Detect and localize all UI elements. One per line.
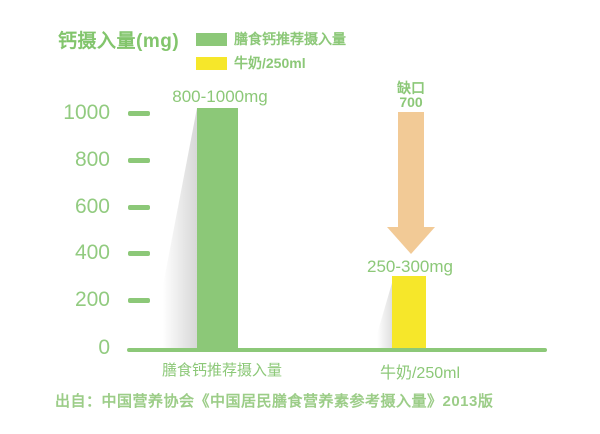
y-tick-0: 0: [98, 336, 110, 359]
chart-title: 钙摄入量(mg): [58, 31, 180, 52]
y-tick-800: 800: [74, 148, 110, 171]
green-bar-shadow: [151, 108, 197, 348]
gap-arrow-head-down-icon: [387, 227, 435, 254]
legend-item-dietary: 膳食钙推荐摄入量: [196, 29, 416, 49]
gap-annotation-value: 700: [399, 94, 423, 110]
legend-item-milk: 牛奶/250ml: [196, 53, 416, 73]
yellow-bar-shadow: [373, 283, 392, 348]
gap-arrow-shaft: [398, 112, 424, 228]
y-tick-600: 600: [74, 195, 110, 218]
tick-mark-200: [128, 298, 150, 303]
source-note: 出自：中国营养协会《中国居民膳食营养素参考摄入量》2013版: [55, 393, 494, 410]
tick-mark-800: [128, 158, 150, 163]
y-tick-400: 400: [74, 241, 110, 264]
bar-label-dietary: 800-1000mg: [172, 87, 268, 106]
legend-swatch-green: [196, 32, 227, 46]
tick-mark-1000: [128, 111, 150, 116]
x-axis-baseline: [127, 348, 547, 352]
tick-mark-400: [128, 251, 150, 256]
category-label-milk: 牛奶/250ml: [379, 365, 461, 382]
legend-swatch-yellow: [196, 56, 227, 70]
y-tick-1000: 1000: [63, 101, 110, 124]
legend-label-milk: 牛奶/250ml: [234, 55, 306, 71]
bar-label-milk: 250-300mg: [366, 257, 453, 276]
legend-label-dietary: 膳食钙推荐摄入量: [234, 31, 346, 47]
category-label-dietary: 膳食钙推荐摄入量: [161, 362, 282, 379]
tick-mark-600: [128, 205, 150, 210]
chart-legend: 膳食钙推荐摄入量 牛奶/250ml: [196, 29, 416, 77]
bar-dietary-calcium: [197, 108, 238, 348]
bar-milk: [392, 276, 426, 348]
y-tick-200: 200: [74, 288, 110, 311]
gap-annotation-label: 缺口: [397, 80, 425, 96]
